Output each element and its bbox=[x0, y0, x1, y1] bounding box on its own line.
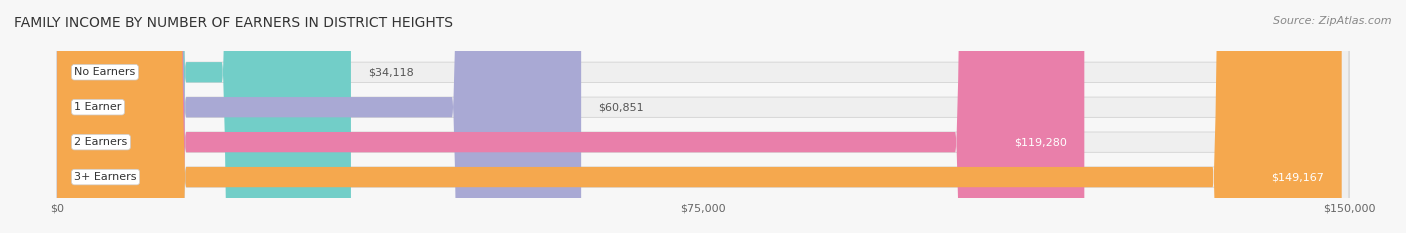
FancyBboxPatch shape bbox=[58, 0, 352, 233]
FancyBboxPatch shape bbox=[58, 0, 581, 233]
Text: $149,167: $149,167 bbox=[1271, 172, 1324, 182]
Text: $119,280: $119,280 bbox=[1014, 137, 1067, 147]
FancyBboxPatch shape bbox=[58, 0, 1348, 233]
Text: 3+ Earners: 3+ Earners bbox=[75, 172, 136, 182]
FancyBboxPatch shape bbox=[58, 0, 1348, 233]
FancyBboxPatch shape bbox=[58, 0, 1348, 233]
Text: 1 Earner: 1 Earner bbox=[75, 102, 122, 112]
Text: 2 Earners: 2 Earners bbox=[75, 137, 128, 147]
FancyBboxPatch shape bbox=[58, 0, 1341, 233]
Text: $60,851: $60,851 bbox=[599, 102, 644, 112]
Text: $34,118: $34,118 bbox=[368, 67, 413, 77]
FancyBboxPatch shape bbox=[58, 0, 1348, 233]
Text: No Earners: No Earners bbox=[75, 67, 135, 77]
Text: FAMILY INCOME BY NUMBER OF EARNERS IN DISTRICT HEIGHTS: FAMILY INCOME BY NUMBER OF EARNERS IN DI… bbox=[14, 16, 453, 30]
FancyBboxPatch shape bbox=[58, 0, 1084, 233]
Text: Source: ZipAtlas.com: Source: ZipAtlas.com bbox=[1274, 16, 1392, 26]
